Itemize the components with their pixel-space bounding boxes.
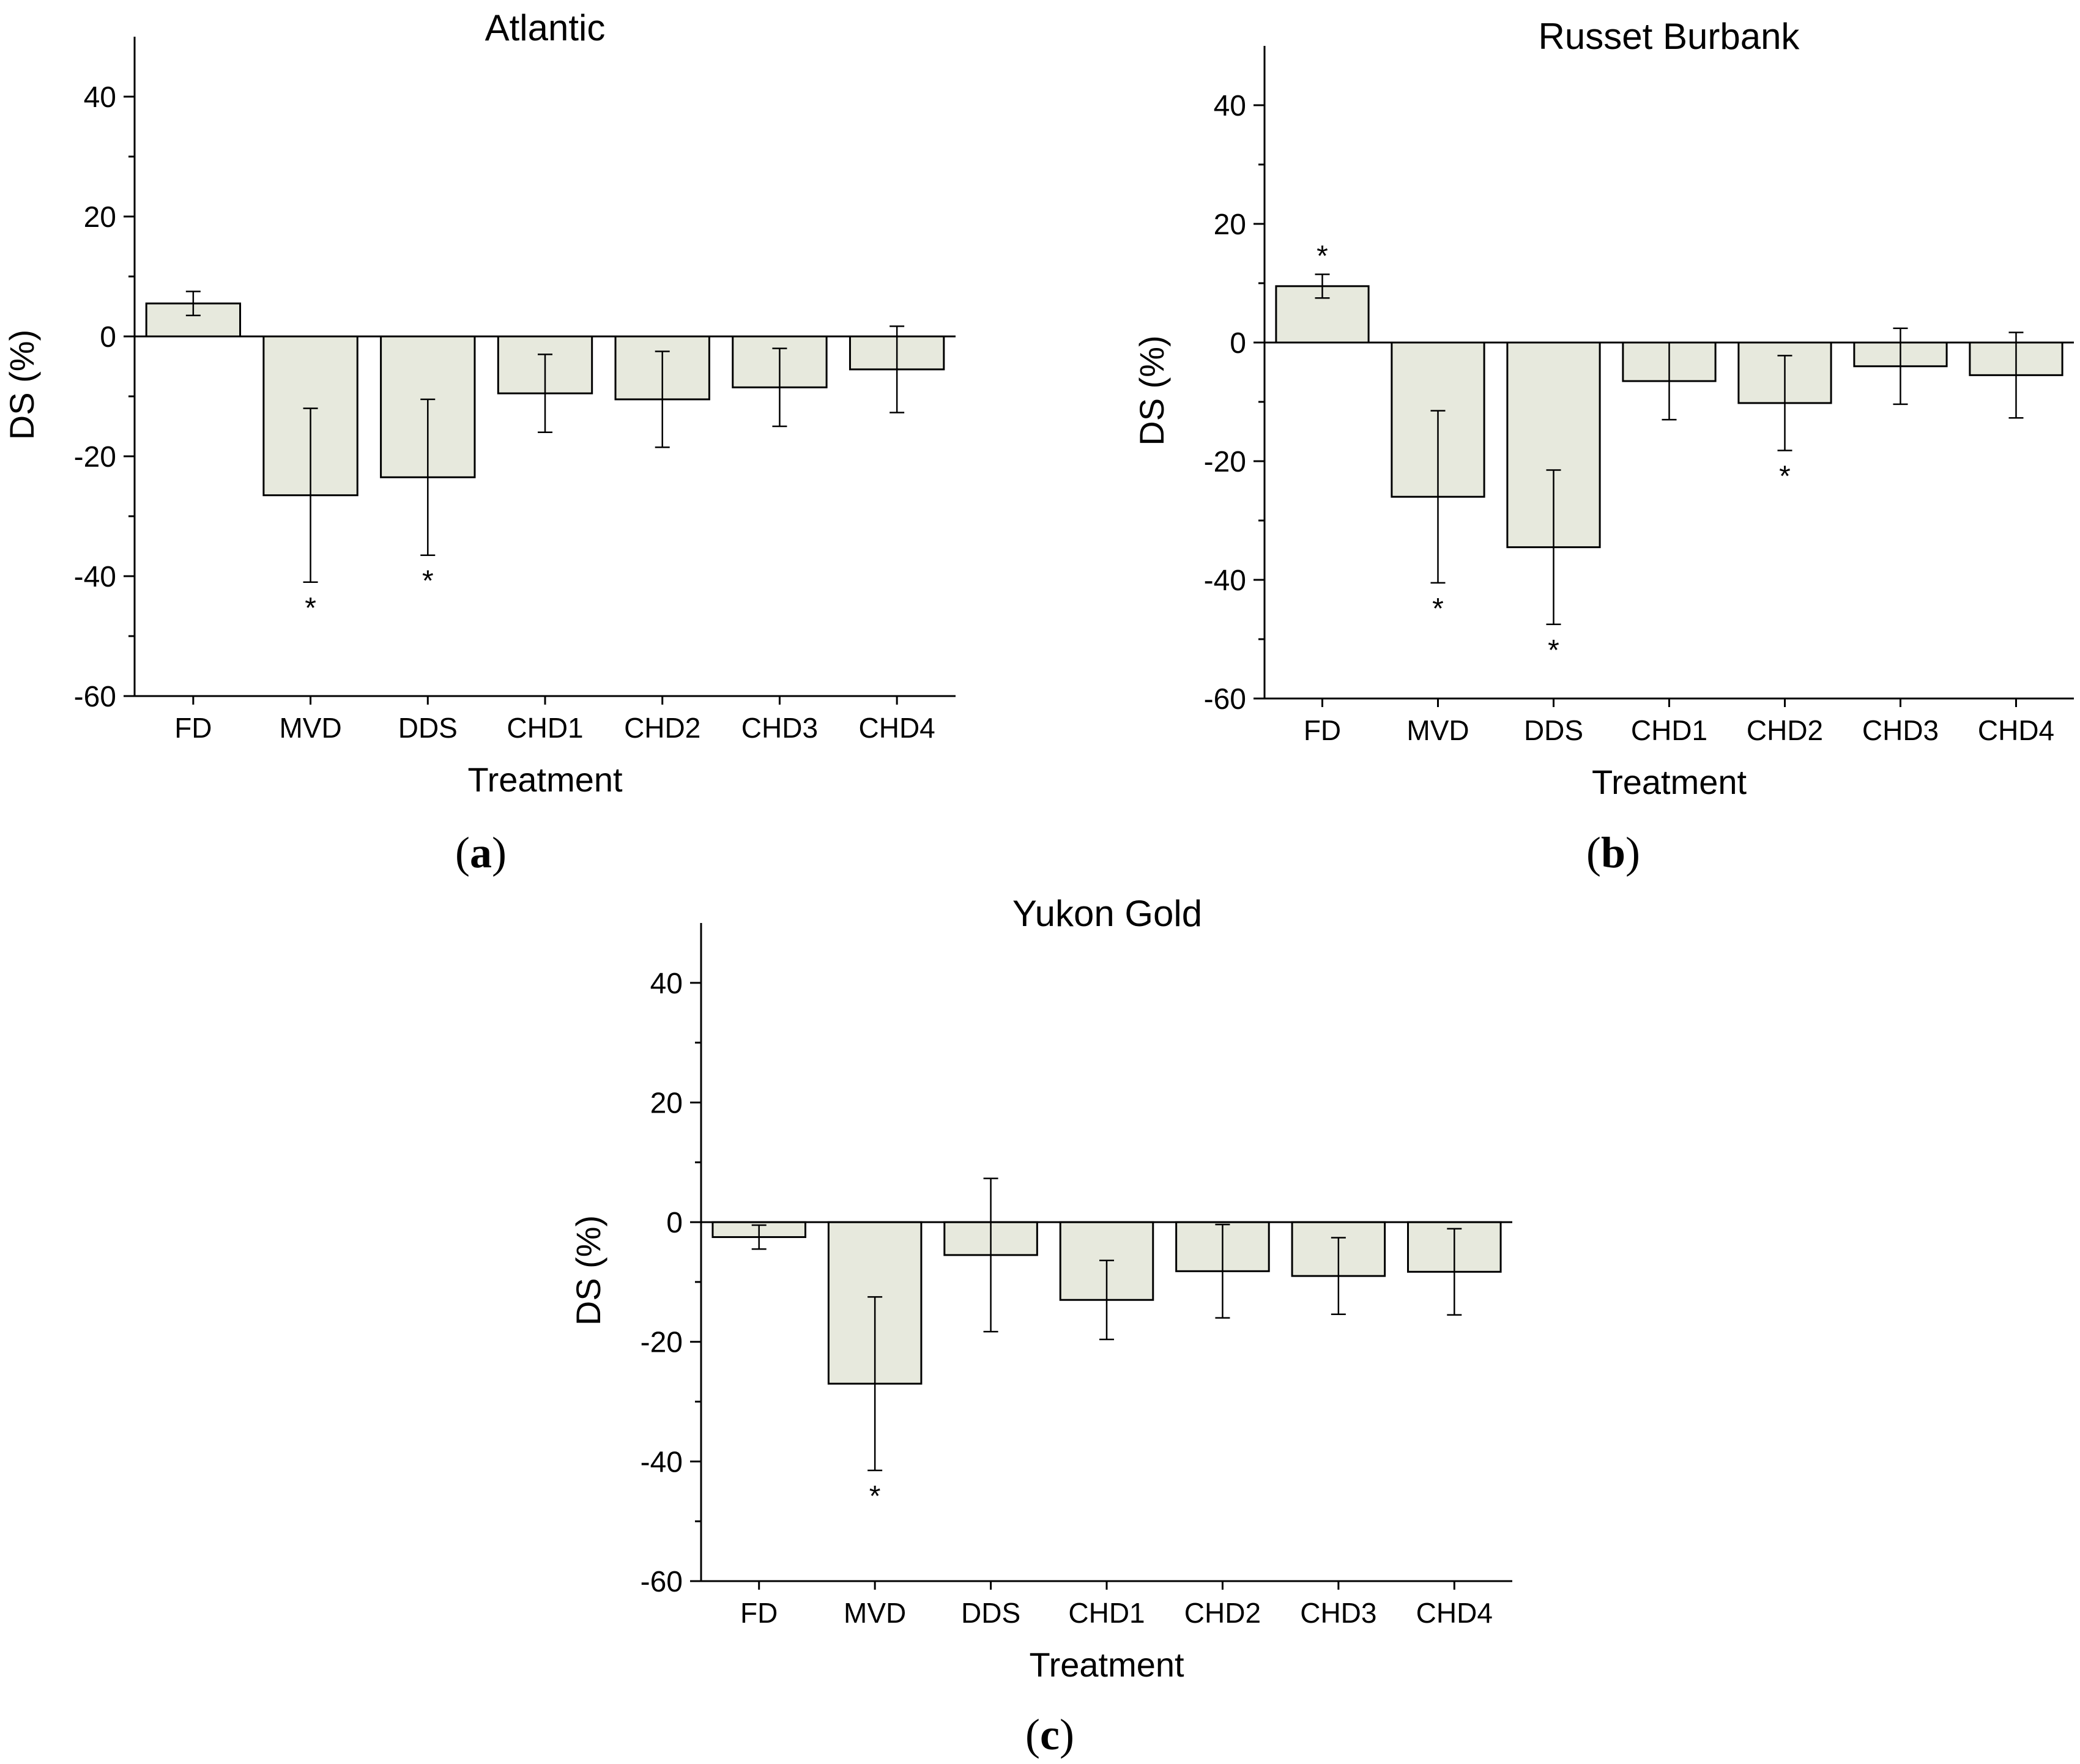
- error-bar-dds: [983, 1177, 998, 1333]
- y-tick-label: 20: [84, 201, 116, 234]
- error-bar-chd2: [1215, 1223, 1230, 1319]
- error-bar-chd3: [772, 347, 787, 428]
- y-tick-label: 40: [1214, 90, 1246, 122]
- y-tick-label: 20: [1214, 209, 1246, 241]
- x-tick-label: CHD1: [1068, 1597, 1145, 1629]
- x-axis-label: Treatment: [1592, 763, 1747, 801]
- error-bar-chd4: [2008, 332, 2024, 419]
- x-tick-label: FD: [174, 712, 212, 744]
- x-tick-label: DDS: [398, 712, 458, 744]
- significance-marker: *: [1548, 634, 1559, 667]
- error-bar-chd1: [1099, 1259, 1114, 1341]
- x-tick-label: MVD: [1406, 714, 1469, 746]
- y-tick-label: 0: [1230, 327, 1246, 360]
- x-tick-label: CHD2: [1747, 714, 1823, 746]
- error-bar-fd: [185, 291, 201, 316]
- error-bar-dds: [1546, 469, 1561, 625]
- x-tick-label: CHD2: [624, 712, 700, 744]
- error-bar-mvd: [303, 407, 318, 584]
- significance-marker: *: [422, 565, 434, 598]
- x-tick-label: MVD: [844, 1597, 906, 1629]
- y-tick-label: -20: [1204, 446, 1246, 478]
- y-tick-label: -20: [74, 441, 116, 473]
- x-tick-label: FD: [740, 1597, 778, 1629]
- y-axis-label: DS (%): [2, 330, 41, 440]
- y-tick-label: 0: [666, 1207, 683, 1239]
- x-tick-label: CHD2: [1184, 1597, 1261, 1629]
- x-tick-label: CHD4: [1978, 714, 2054, 746]
- panel-label: (a): [455, 828, 507, 877]
- panel-a: Atlantic FD * MVD * DDS CHD1 CHD2 CHD3 CHD4 40 20 0 -…: [2, 7, 956, 877]
- y-tick-label: -40: [1204, 565, 1246, 597]
- x-tick-label: CHD3: [1862, 714, 1939, 746]
- error-bar-chd3: [1893, 327, 1908, 406]
- panel-c: Yukon Gold FD * MVD DDS CHD1 CHD2 CHD3 CHD4 40 20 0…: [569, 893, 1512, 1759]
- error-bar-chd4: [890, 325, 905, 413]
- error-bar-mvd: [867, 1296, 883, 1472]
- x-tick-label: MVD: [279, 712, 341, 744]
- error-bar-chd4: [1447, 1228, 1462, 1316]
- x-tick-label: CHD3: [741, 712, 818, 744]
- y-tick-label: 20: [650, 1087, 683, 1119]
- x-tick-label: CHD3: [1300, 1597, 1376, 1629]
- chart-title: Yukon Gold: [1012, 893, 1202, 934]
- y-tick-label: -40: [641, 1446, 683, 1478]
- significance-marker: *: [1779, 461, 1791, 493]
- chart-title: Russet Burbank: [1539, 16, 1800, 57]
- panel-label: (b): [1586, 828, 1640, 877]
- y-tick-label: -60: [641, 1566, 683, 1598]
- y-tick-label: 40: [650, 968, 683, 1000]
- x-axis-label: Treatment: [1029, 1645, 1184, 1684]
- y-tick-label: -40: [74, 561, 116, 593]
- significance-marker: *: [305, 592, 316, 624]
- x-tick-label: CHD1: [507, 712, 583, 744]
- y-tick-label: -20: [641, 1327, 683, 1359]
- x-tick-label: CHD4: [859, 712, 935, 744]
- x-tick-label: CHD4: [1416, 1597, 1493, 1629]
- panel-b: Russet Burbank * FD * MVD * DDS CHD1 * CHD2 CHD3 CH…: [1132, 16, 2074, 877]
- y-tick-label: -60: [1204, 683, 1246, 716]
- panel-label: (c): [1025, 1710, 1074, 1759]
- significance-marker: *: [1317, 240, 1328, 272]
- error-bar-fd: [1315, 273, 1330, 299]
- error-bar-dds: [420, 398, 436, 556]
- x-tick-label: DDS: [1524, 714, 1583, 746]
- significance-marker: *: [1432, 593, 1444, 625]
- x-tick-label: DDS: [961, 1597, 1020, 1629]
- error-bar-mvd: [1430, 410, 1446, 584]
- significance-marker: *: [869, 1480, 881, 1513]
- x-axis-label: Treatment: [467, 760, 623, 799]
- y-tick-label: 40: [84, 81, 116, 114]
- error-bar-fd: [751, 1224, 767, 1250]
- chart-title: Atlantic: [485, 7, 606, 48]
- y-tick-label: -60: [74, 681, 116, 713]
- error-bar-chd2: [655, 350, 670, 448]
- y-axis-label: DS (%): [1132, 335, 1171, 445]
- x-tick-label: FD: [1304, 714, 1341, 746]
- x-tick-label: CHD1: [1631, 714, 1707, 746]
- error-bar-chd3: [1331, 1237, 1346, 1315]
- y-axis-label: DS (%): [569, 1215, 607, 1325]
- error-bar-chd1: [538, 354, 552, 434]
- error-bar-chd2: [1777, 355, 1792, 451]
- y-tick-label: 0: [100, 321, 116, 354]
